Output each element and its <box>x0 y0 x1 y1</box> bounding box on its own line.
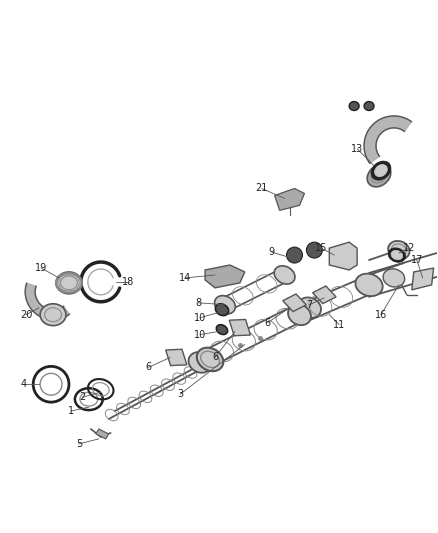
Ellipse shape <box>298 297 321 318</box>
Ellipse shape <box>40 304 66 326</box>
Polygon shape <box>364 116 411 163</box>
Polygon shape <box>412 268 434 290</box>
Ellipse shape <box>364 102 374 110</box>
Text: 4: 4 <box>20 379 26 389</box>
Text: 13: 13 <box>351 144 363 154</box>
Text: 18: 18 <box>123 277 135 287</box>
Text: 5: 5 <box>76 439 82 449</box>
Text: 9: 9 <box>268 247 275 257</box>
Polygon shape <box>205 265 245 288</box>
Text: 21: 21 <box>255 183 268 193</box>
Ellipse shape <box>274 266 295 284</box>
Text: 10: 10 <box>194 329 206 340</box>
Text: 2: 2 <box>80 392 86 402</box>
Ellipse shape <box>197 348 223 371</box>
Text: 19: 19 <box>35 263 47 273</box>
Text: 11: 11 <box>333 320 345 329</box>
Text: 16: 16 <box>375 310 387 320</box>
Ellipse shape <box>215 296 235 314</box>
Text: 14: 14 <box>179 273 191 283</box>
Polygon shape <box>166 349 187 366</box>
Ellipse shape <box>215 304 229 316</box>
Text: 3: 3 <box>177 389 184 399</box>
Text: 15: 15 <box>315 243 328 253</box>
Ellipse shape <box>388 241 410 259</box>
Ellipse shape <box>56 272 82 294</box>
Polygon shape <box>96 429 109 439</box>
Circle shape <box>307 242 322 258</box>
Text: 6: 6 <box>145 362 152 373</box>
Ellipse shape <box>288 304 311 325</box>
Text: 20: 20 <box>20 310 32 320</box>
Ellipse shape <box>349 102 359 110</box>
Text: 7: 7 <box>306 300 313 310</box>
Text: 17: 17 <box>410 255 423 265</box>
Ellipse shape <box>374 165 387 177</box>
Ellipse shape <box>388 248 406 262</box>
Ellipse shape <box>355 273 383 296</box>
Text: 6: 6 <box>212 352 218 362</box>
Polygon shape <box>25 283 69 320</box>
Ellipse shape <box>188 352 212 373</box>
Circle shape <box>286 247 303 263</box>
Polygon shape <box>275 189 304 211</box>
Polygon shape <box>229 319 251 336</box>
Text: 8: 8 <box>195 298 201 308</box>
Ellipse shape <box>371 161 391 180</box>
Text: 12: 12 <box>403 243 415 253</box>
Ellipse shape <box>367 164 391 187</box>
Ellipse shape <box>391 251 403 260</box>
Polygon shape <box>313 286 336 304</box>
Text: 10: 10 <box>194 313 206 322</box>
Ellipse shape <box>357 274 381 295</box>
Text: 1: 1 <box>68 406 74 416</box>
Polygon shape <box>283 294 306 312</box>
Ellipse shape <box>216 325 228 335</box>
Ellipse shape <box>383 269 405 287</box>
Text: 6: 6 <box>265 318 271 328</box>
Polygon shape <box>329 242 357 270</box>
